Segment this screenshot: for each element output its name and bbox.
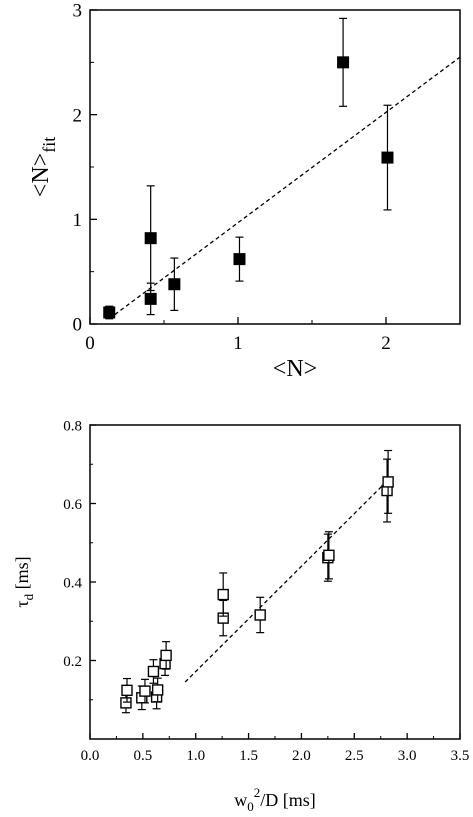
svg-text:τd [ms]: τd [ms] [12,556,36,607]
data-point [144,185,157,292]
data-point [144,282,157,316]
fit-line [184,476,392,683]
x-axis-label-bottom-sup: 2 [254,785,261,800]
y-axis-label-bottom-main: τ [12,600,32,607]
fit-line-top [108,56,461,320]
fit-line [108,56,461,320]
y-axis-label-bottom: τd [ms] [12,556,36,607]
x-tick-label: 1.5 [239,748,258,764]
data-point [217,572,229,617]
x-tick-label: 3.5 [451,748,470,764]
x-tick-label: 3.0 [398,748,417,764]
y-tick-label: 3 [73,1,83,22]
open-square-marker [382,476,394,488]
filled-square-marker [168,278,181,291]
x-axis-label-bottom-main: w [234,790,247,810]
data-point [381,104,394,211]
open-square-marker [254,609,266,621]
x-tick-label: 0.5 [133,748,152,764]
y-tick-label: 0.2 [63,654,82,670]
y-tick-label: 0.8 [63,418,82,434]
data-point [121,677,133,703]
open-square-marker [217,588,229,601]
data-point [168,257,181,311]
axis-ticks-bottom: 0.0 0.5 1.0 1.5 2.0 2.5 3.0 3.5 0.2 0.4 0.6 0.8 [63,418,469,764]
axis-ticks-top: 0 1 2 0 1 2 3 [73,1,391,354]
x-axis-label-bottom: w02/D [ms] [234,785,316,814]
data-points-bottom [120,449,394,714]
data-point [103,305,116,320]
data-point [381,458,393,523]
fit-line-bottom [184,476,392,683]
y-tick-label: 0 [73,315,83,336]
x-axis-label-bottom-rest: /D [ms] [260,790,316,810]
x-tick-label: 2.5 [345,748,364,764]
data-point [151,677,164,703]
y-tick-label: 2 [73,105,83,126]
y-tick-label: 0.4 [63,575,82,591]
y-axis-label-top-sub: fit [39,137,59,153]
filled-square-marker [103,306,116,319]
x-tick-label: 2.0 [292,748,311,764]
filled-square-marker [381,151,394,164]
data-point [254,596,266,634]
data-point [323,531,335,580]
data-point [337,17,350,107]
chart-bottom: 0.0 0.5 1.0 1.5 2.0 2.5 3.0 3.5 0.2 0.4 0.6 0.8 w02… [12,418,469,814]
x-axis-label-top: <N> [273,356,317,382]
x-axis-label-bottom-sub: 0 [247,799,254,814]
open-square-marker [323,549,335,562]
x-tick-label: 1 [233,333,243,354]
filled-square-marker [233,253,246,266]
data-points-top [103,17,394,320]
open-square-marker [160,649,172,662]
data-point [233,236,246,282]
y-axis-label-bottom-rest: [ms] [12,556,32,594]
filled-square-marker [337,56,350,69]
x-tick-label: 0.0 [81,748,100,764]
open-square-marker [151,684,164,696]
plot-frame-top [89,9,461,325]
filled-square-marker [144,292,157,305]
y-axis-label-top: <N>fit [28,137,59,197]
x-tick-label: 1.0 [186,748,205,764]
y-axis-label-top-main: <N> [28,153,54,197]
x-tick-label: 2 [381,333,391,354]
open-square-marker [139,685,151,697]
x-tick-label: 0 [85,333,95,354]
data-point [382,449,394,514]
y-tick-label: 0.6 [63,497,82,513]
svg-text:<N>fit: <N>fit [28,137,59,197]
open-square-marker [121,684,133,697]
filled-square-marker [144,232,157,245]
y-axis-label-bottom-sub: d [21,593,36,600]
open-square-marker [120,697,132,709]
open-square-marker [147,665,160,678]
data-point [139,678,151,704]
data-point [160,641,172,670]
y-tick-label: 1 [73,210,83,231]
data-point [147,659,160,684]
